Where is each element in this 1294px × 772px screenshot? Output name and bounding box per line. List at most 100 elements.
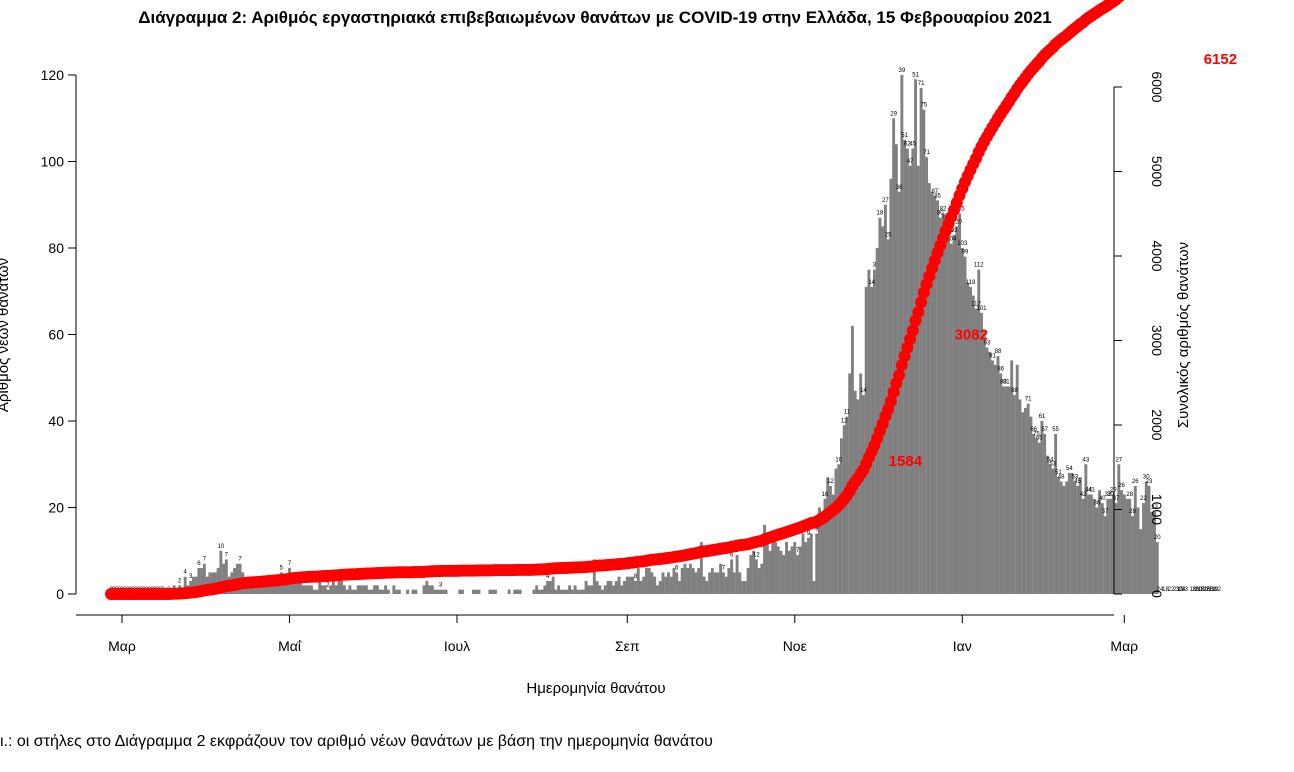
- bar-day-342: [1048, 464, 1052, 594]
- bar-day-238: [763, 524, 767, 594]
- bar-day-139: [491, 589, 495, 594]
- bar-day-114: [422, 585, 426, 594]
- bar-day-100: [384, 585, 388, 594]
- bar-day-371: [1128, 498, 1132, 594]
- bar-day-256: [812, 581, 816, 594]
- bar-label-380: 22: [1151, 505, 1158, 511]
- bar-day-268: [845, 416, 849, 594]
- bar-day-158: [543, 585, 547, 594]
- bar-day-99: [381, 589, 385, 594]
- bar-day-120: [439, 589, 442, 594]
- bar-label-356: 44: [1085, 488, 1092, 494]
- bar-label-40: 10: [218, 544, 225, 550]
- y-left-tick-label-0: 0: [56, 586, 64, 602]
- bar-day-116: [428, 585, 431, 594]
- bar-day-68: [296, 581, 300, 594]
- bar-day-154: [532, 589, 536, 594]
- bar-day-56: [263, 581, 267, 594]
- bar-day-86: [345, 589, 349, 594]
- bar-day-172: [581, 589, 585, 594]
- y-left-tick-label-20: 20: [48, 500, 64, 516]
- bar-day-199: [656, 585, 659, 594]
- bar-label-362: 37: [1102, 509, 1109, 515]
- bar-day-335: [1029, 416, 1033, 594]
- bar-label-349: 54: [1066, 466, 1073, 472]
- y-right-tick-label-4000: 4000: [1149, 240, 1165, 271]
- bar-label-357: 41: [1088, 488, 1095, 494]
- bar-label-29: 3: [189, 574, 193, 580]
- bar-label-315: 117: [971, 302, 981, 308]
- bar-label-391: 23: [1181, 587, 1188, 593]
- bar-day-192: [636, 568, 640, 594]
- bar-day-204: [669, 576, 673, 594]
- bar-label-386: 22: [1168, 587, 1175, 593]
- bar-label-325: 83: [1000, 379, 1007, 385]
- bar-day-330: [1015, 364, 1019, 594]
- bar-label-376: 22: [1140, 496, 1147, 502]
- bar-label-274: 14: [860, 388, 867, 394]
- cumulative-label-1584: 1584: [889, 453, 923, 470]
- bar-label-257: 9: [815, 526, 819, 532]
- bar-day-127: [458, 589, 462, 594]
- bar-label-394: 18: [1190, 587, 1197, 593]
- bar-day-145: [507, 589, 511, 594]
- bar-day-327: [1007, 386, 1011, 594]
- y-left-tick-label-40: 40: [48, 413, 64, 429]
- bar-day-324: [999, 373, 1003, 594]
- bar-label-268: 11: [844, 410, 851, 416]
- bar-day-350: [1070, 472, 1074, 594]
- x-tick-label-2020-09-01: Σεπ: [615, 638, 640, 654]
- bar-day-159: [546, 581, 550, 594]
- bar-day-218: [708, 572, 712, 595]
- bar-label-223: 7: [722, 565, 726, 571]
- x-axis-title: Ημερομηνία θανάτου: [526, 680, 665, 697]
- bar-label-372: 28: [1129, 509, 1136, 515]
- bar-label-42: 7: [225, 552, 229, 558]
- bar-label-324: 86: [997, 366, 1004, 372]
- bar-day-323: [996, 356, 1000, 595]
- bar-day-94: [367, 589, 371, 594]
- bar-label-388: 21: [1173, 587, 1180, 593]
- bar-day-162: [554, 589, 558, 594]
- bar-day-259: [820, 516, 824, 594]
- bar-label-319: 93: [984, 340, 991, 346]
- x-tick-label-2021-01-01: Ιαν: [953, 638, 972, 654]
- chart-axes: 0 20 40 60 80 100 120 0 1000 2000 3000 4000 5000 6000…: [0, 67, 1192, 697]
- bar-day-252: [801, 533, 805, 594]
- bar-label-308: 120: [952, 219, 963, 225]
- bar-day-60: [274, 581, 278, 594]
- bar-day-133: [474, 589, 478, 594]
- bar-day-193: [639, 581, 643, 594]
- bar-day-81: [331, 581, 335, 594]
- bar-day-263: [831, 494, 835, 594]
- bar-day-245: [782, 555, 786, 594]
- bar-label-250: 7: [796, 548, 800, 554]
- bar-day-176: [592, 559, 596, 594]
- y-right-axis-title: Συνολικός αριθμός θανάτων: [1175, 242, 1192, 428]
- bar-label-340: 57: [1041, 427, 1048, 433]
- bar-day-78: [323, 585, 327, 594]
- bar-day-161: [551, 576, 555, 594]
- bar-day-184: [614, 581, 618, 594]
- bar-day-348: [1065, 481, 1069, 594]
- bar-label-398: 21: [1201, 587, 1208, 593]
- bar-label-338: 65: [1036, 436, 1043, 442]
- bar-day-91: [359, 585, 363, 594]
- bar-day-223: [721, 572, 725, 595]
- cumulative-label-6152: 6152: [1204, 51, 1237, 68]
- bar-label-302: 90: [937, 211, 944, 217]
- bar-day-165: [562, 589, 566, 594]
- bar-day-340: [1043, 433, 1047, 594]
- bar-day-315: [974, 308, 978, 594]
- bar-label-316: 112: [974, 263, 984, 269]
- bar-day-347: [1062, 485, 1066, 595]
- bar-day-148: [515, 589, 519, 594]
- bar-label-226: 6: [730, 552, 734, 558]
- bar-day-341: [1045, 455, 1049, 594]
- bar-day-331: [1018, 399, 1022, 595]
- bar-day-36: [208, 572, 212, 595]
- bar-day-233: [749, 555, 753, 594]
- bar-day-343: [1051, 468, 1055, 594]
- bar-day-169: [573, 585, 577, 594]
